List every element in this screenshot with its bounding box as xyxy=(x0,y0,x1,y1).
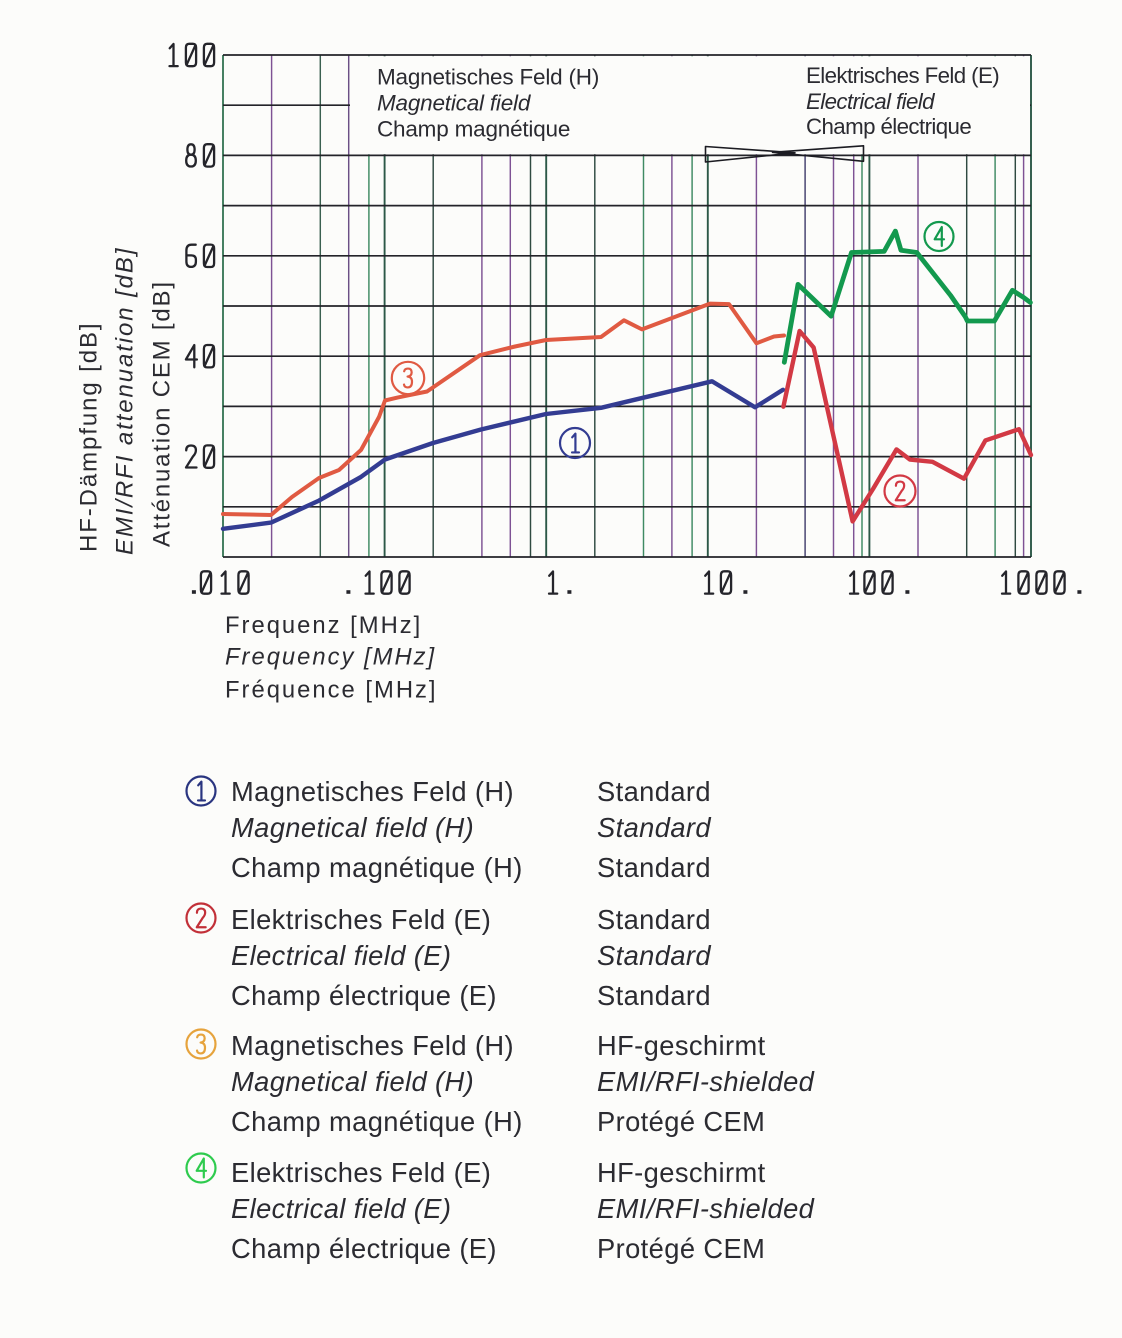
svg-text:Protégé CEM: Protégé CEM xyxy=(597,1106,765,1137)
svg-text:Standard: Standard xyxy=(597,940,711,971)
svg-text:EMI/RFI-shielded: EMI/RFI-shielded xyxy=(597,1066,815,1097)
svg-text:Standard: Standard xyxy=(597,980,711,1011)
svg-text:HF-geschirmt: HF-geschirmt xyxy=(597,1157,766,1188)
svg-text:Frequency [MHz]: Frequency [MHz] xyxy=(225,644,436,671)
svg-text:Elektrisches Feld (E): Elektrisches Feld (E) xyxy=(231,904,491,935)
svg-text:Electrical field: Electrical field xyxy=(806,89,935,114)
svg-text:Electrical field (E): Electrical field (E) xyxy=(231,940,451,971)
svg-text:Fréquence [MHz]: Fréquence [MHz] xyxy=(225,676,438,703)
svg-text:Protégé CEM: Protégé CEM xyxy=(597,1233,765,1264)
svg-text:Atténuation CEM [dB]: Atténuation CEM [dB] xyxy=(149,280,176,547)
svg-text:Elektrisches Feld (E): Elektrisches Feld (E) xyxy=(231,1157,491,1188)
svg-text:Standard: Standard xyxy=(597,812,711,843)
svg-text:Champ magnétique: Champ magnétique xyxy=(377,117,570,142)
svg-text:Standard: Standard xyxy=(597,776,711,807)
svg-text:Champ électrique (E): Champ électrique (E) xyxy=(231,1233,497,1264)
svg-text:HF-Dämpfung [dB]: HF-Dämpfung [dB] xyxy=(76,322,103,552)
svg-text:Elektrisches Feld (E): Elektrisches Feld (E) xyxy=(806,63,999,88)
svg-text:Champ électrique: Champ électrique xyxy=(806,114,971,139)
svg-text:EMI/RFI-shielded: EMI/RFI-shielded xyxy=(597,1193,815,1224)
svg-text:Magnetical field: Magnetical field xyxy=(377,91,532,116)
svg-text:Standard: Standard xyxy=(597,852,711,883)
svg-text:Magnetisches Feld (H): Magnetisches Feld (H) xyxy=(231,776,514,807)
svg-text:Magnetisches Feld (H): Magnetisches Feld (H) xyxy=(377,65,599,90)
svg-text:Magnetisches Feld (H): Magnetisches Feld (H) xyxy=(231,1030,514,1061)
svg-text:Champ électrique (E): Champ électrique (E) xyxy=(231,980,497,1011)
svg-text:Standard: Standard xyxy=(597,904,711,935)
svg-text:Magnetical field (H): Magnetical field (H) xyxy=(231,1066,474,1097)
svg-text:HF-geschirmt: HF-geschirmt xyxy=(597,1030,766,1061)
svg-text:Magnetical field (H): Magnetical field (H) xyxy=(231,812,474,843)
svg-text:Champ magnétique (H): Champ magnétique (H) xyxy=(231,852,523,883)
svg-text:Champ magnétique (H): Champ magnétique (H) xyxy=(231,1106,523,1137)
svg-text:Electrical field (E): Electrical field (E) xyxy=(231,1193,451,1224)
svg-text:Frequenz [MHz]: Frequenz [MHz] xyxy=(225,612,422,639)
svg-text:EMI/RFI attenuation [dB]: EMI/RFI attenuation [dB] xyxy=(112,247,139,555)
